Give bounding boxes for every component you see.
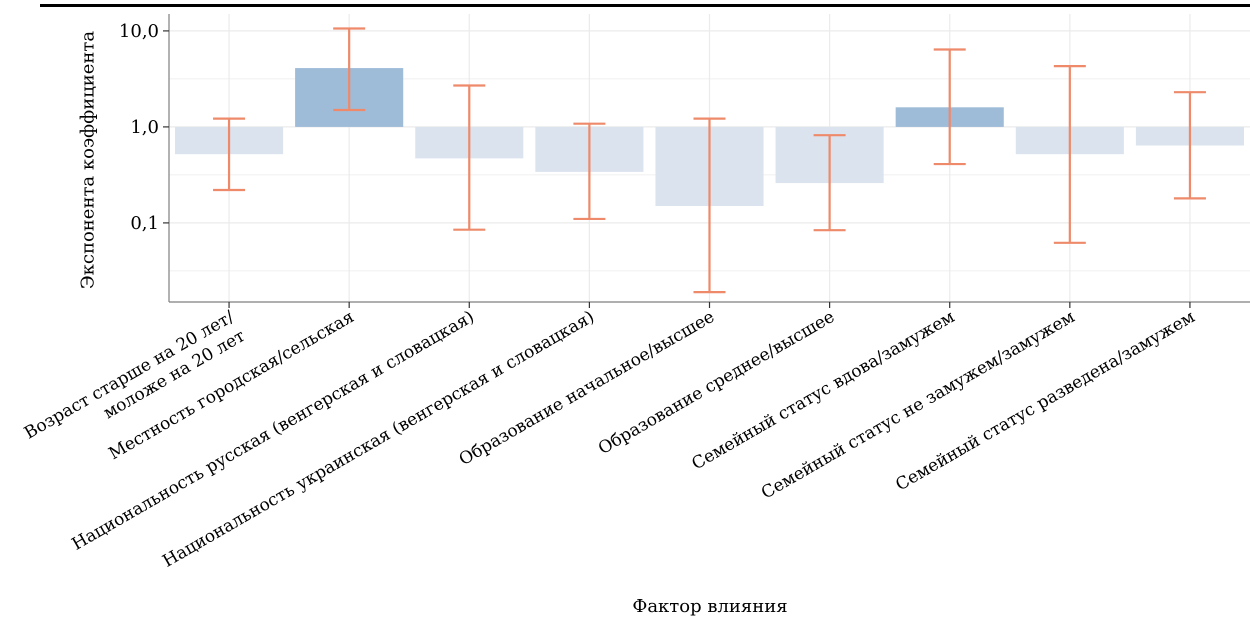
x-axis-title: Фактор влияния bbox=[632, 596, 788, 617]
x-tick-label-line: Национальность русская (венгерская и сло… bbox=[69, 307, 478, 555]
x-tick-label-line: Возраст старше на 20 лет/ bbox=[21, 307, 238, 444]
x-tick-label: Национальность русская (венгерская и сло… bbox=[69, 307, 478, 555]
y-tick-label: 10,0 bbox=[119, 21, 159, 42]
x-tick-label-line: Образование начальное/высшее bbox=[456, 307, 718, 470]
top-rule bbox=[40, 4, 1250, 7]
y-axis-title: Экспонента коэффициента bbox=[77, 30, 99, 290]
y-tick-label: 1,0 bbox=[130, 117, 159, 138]
x-tick-label: Образование начальное/высшее bbox=[456, 307, 718, 470]
x-tick-label-line: Образование среднее/высшее bbox=[595, 307, 838, 459]
y-tick-label: 0,1 bbox=[130, 213, 159, 234]
x-tick-label: Образование среднее/высшее bbox=[595, 307, 838, 459]
